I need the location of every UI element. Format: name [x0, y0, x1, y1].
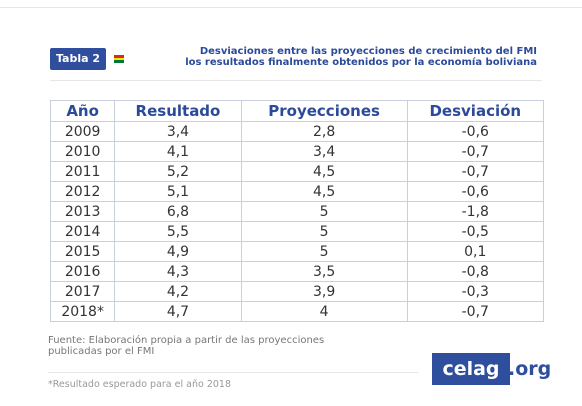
column-header: Año — [49, 100, 116, 122]
source-line: Fuente: Elaboración propia a partir de l… — [48, 335, 325, 346]
table-cell: -1,8 — [406, 201, 545, 222]
table-cell: -0,7 — [406, 301, 545, 322]
table-cell: -0,8 — [406, 261, 545, 282]
table-cell: 4,9 — [114, 241, 242, 262]
table: Año Resultado Proyecciones Desviación 2009 3,… — [49, 100, 545, 322]
table-cell: -0,5 — [406, 221, 545, 242]
table-cell: -0,7 — [406, 141, 545, 162]
table-cell: 5 — [240, 201, 408, 222]
table-cell: 2013 — [49, 201, 116, 222]
table-cell: 4,3 — [114, 261, 242, 282]
table-cell: 2011 — [49, 161, 116, 182]
table-cell: -0,7 — [406, 161, 545, 182]
table-cell: 5 — [240, 221, 408, 242]
table-cell: -0,6 — [406, 121, 545, 142]
table-cell: 3,4 — [114, 121, 242, 142]
table-cell: 6,8 — [114, 201, 242, 222]
table-cell: 3,9 — [240, 281, 408, 302]
title: Desviaciones entre las proyecciones de c… — [185, 46, 537, 68]
table-cell: 4 — [240, 301, 408, 322]
column-header: Desviación — [406, 100, 545, 122]
divider — [0, 7, 582, 8]
table-cell: 4,5 — [240, 181, 408, 202]
table-cell: 4,7 — [114, 301, 242, 322]
divider — [48, 372, 418, 373]
table-cell: 2,8 — [240, 121, 408, 142]
logo: celag .org — [432, 353, 551, 385]
table-row: 2016 4,3 3,5 -0,8 — [49, 261, 545, 282]
table-cell: 2010 — [49, 141, 116, 162]
table-row: 2014 5,5 5 -0,5 — [49, 221, 545, 242]
table-cell: 0,1 — [406, 241, 545, 262]
table-cell: 2012 — [49, 181, 116, 202]
logo-text: celag — [432, 353, 510, 385]
title-line: Desviaciones entre las proyecciones de c… — [199, 46, 537, 57]
column-header: Proyecciones — [240, 100, 408, 122]
table-cell: 3,5 — [240, 261, 408, 282]
source: Fuente: Elaboración propia a partir de l… — [48, 335, 324, 357]
table-cell: 5,2 — [114, 161, 242, 182]
table-cell: 2015 — [49, 241, 116, 262]
table-cell: 2014 — [49, 221, 116, 242]
table-row: 2017 4,2 3,9 -0,3 — [49, 281, 545, 302]
table-cell: 5 — [240, 241, 408, 262]
table-row: 2013 6,8 5 -1,8 — [49, 201, 545, 222]
divider — [50, 80, 542, 81]
table-cell: 2016 — [49, 261, 116, 282]
table-cell: 4,2 — [114, 281, 242, 302]
table-cell: 4,5 — [240, 161, 408, 182]
table-cell: 5,1 — [114, 181, 242, 202]
table-cell: 5,5 — [114, 221, 242, 242]
table-cell: 2009 — [49, 121, 116, 142]
badge: Tabla 2 — [50, 48, 106, 70]
title-line: los resultados finalmente obtenidos por … — [185, 57, 537, 68]
logo-text: .org — [508, 358, 552, 380]
source-line: publicadas por el FMI — [48, 346, 155, 357]
table-cell: 2018* — [49, 301, 116, 322]
table-row: 2018* 4,7 4 -0,7 — [49, 301, 545, 322]
table-row: 2011 5,2 4,5 -0,7 — [49, 161, 545, 182]
table-row: 2015 4,9 5 0,1 — [49, 241, 545, 262]
table-cell: 3,4 — [240, 141, 408, 162]
table-cell: -0,3 — [406, 281, 545, 302]
column-header: Resultado — [114, 100, 242, 122]
table-row: 2012 5,1 4,5 -0,6 — [49, 181, 545, 202]
table-row: 2009 3,4 2,8 -0,6 — [49, 121, 545, 142]
table-cell: -0,6 — [406, 181, 545, 202]
footnote: *Resultado esperado para el año 2018 — [48, 379, 232, 390]
header-row: Año Resultado Proyecciones Desviación — [49, 100, 545, 122]
table-cell: 4,1 — [114, 141, 242, 162]
flag-icon — [114, 55, 124, 63]
table-cell: 2017 — [49, 281, 116, 302]
table-row: 2010 4,1 3,4 -0,7 — [49, 141, 545, 162]
